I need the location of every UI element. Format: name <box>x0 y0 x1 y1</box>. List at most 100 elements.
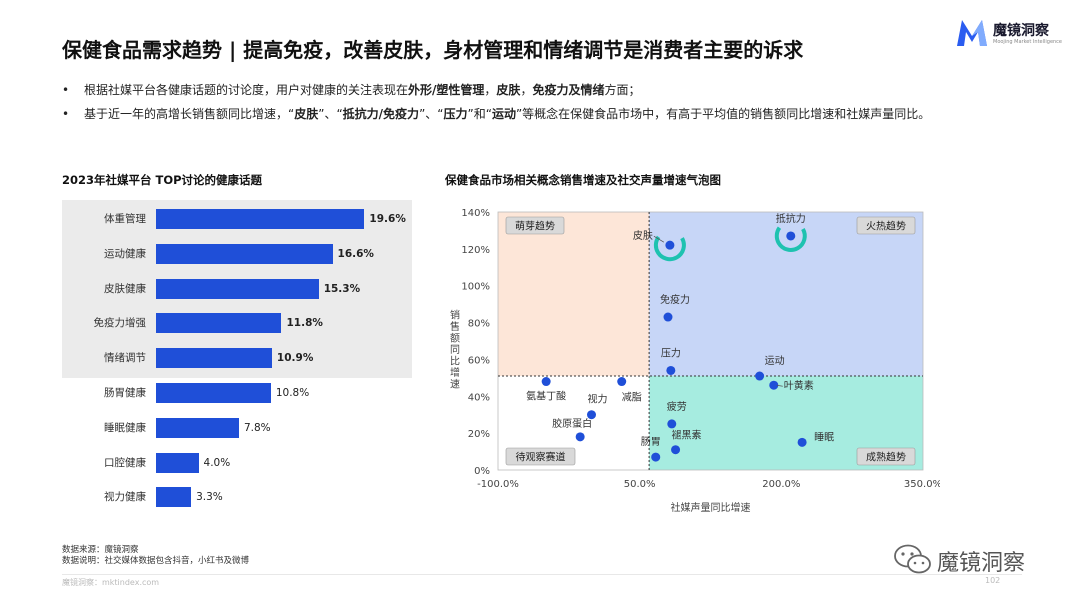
scatter-point <box>663 312 673 322</box>
bar-mark <box>156 209 365 229</box>
bar-mark <box>156 348 272 369</box>
source-text: 数据来源：魔镜洞察 <box>62 545 139 555</box>
bullet-item: • 基于近一年的高增长销售额同比增速，“皮肤”、“抵抗力/免疫力”、“压力”和“运… <box>62 104 1052 124</box>
wechat-name: 魔镜洞察 <box>937 551 1026 576</box>
bullet-text: ”、“ <box>318 107 343 121</box>
y-tick-label: 60% <box>468 355 490 366</box>
scatter-point <box>575 432 585 442</box>
point-label: 胶原蛋白 <box>552 417 592 430</box>
wechat-icon <box>894 544 931 574</box>
bar-value-label: 3.3% <box>196 491 223 504</box>
bar-category-label: 免疫力增强 <box>93 317 147 330</box>
y-tick-label: 120% <box>461 245 490 256</box>
bar-mark <box>156 487 192 508</box>
logo-mark-icon <box>957 20 987 46</box>
quadrant-tag-box <box>856 216 916 235</box>
bullet-emphasis: 运动 <box>491 107 516 121</box>
bullet-text: ”等概念在保健食品市场中，有高于平均值的销售额同比增速和社媒声量同比。 <box>515 107 931 121</box>
highlight-ring <box>653 229 686 262</box>
bullet-text: ， <box>520 83 533 97</box>
bullet-text: 根据社媒平台各健康话题的讨论度，用户对健康的关注表现在 <box>84 83 409 97</box>
bar-value-label: 4.0% <box>203 456 231 469</box>
bullet-emphasis: 压力 <box>443 107 468 121</box>
bar-category-label: 睡眠健康 <box>104 421 146 434</box>
scatter-point <box>667 419 677 429</box>
bar-category-label: 运动健康 <box>104 247 146 260</box>
quadrant-tag-label: 萌芽趋势 <box>515 220 555 233</box>
bar-value-label: 7.8% <box>243 421 271 434</box>
bullet-emphasis: 抵抗力/免疫力 <box>342 107 420 121</box>
scatter-point <box>665 240 675 250</box>
scatter-point <box>617 377 627 387</box>
label-leader-line <box>653 235 665 243</box>
bar-category-label: 情绪调节 <box>104 352 146 365</box>
bar-value-label: 16.6% <box>337 247 374 260</box>
point-label: 氨基丁酸 <box>526 390 566 403</box>
scatter-point <box>797 437 807 447</box>
scatter-point <box>786 231 796 241</box>
bar-value-label: 15.3% <box>323 282 361 295</box>
logo-name: 魔镜洞察 <box>993 23 1049 39</box>
bar-mark <box>156 417 239 438</box>
bullet-text: 方面； <box>604 83 641 97</box>
point-label: 抵抗力 <box>776 212 806 225</box>
quadrant-tag-box <box>505 216 565 235</box>
bullet-text: ”、“ <box>419 107 444 121</box>
quadrant-tag-box <box>856 447 916 466</box>
bullet-emphasis: 外形/塑性管理 <box>408 83 485 97</box>
bullet-text: ， <box>484 83 497 97</box>
bullet-marker: • <box>62 107 70 121</box>
bullet-marker: • <box>62 83 70 97</box>
y-axis-title: 销售额同比增速 <box>450 309 460 391</box>
wechat-watermark: 魔镜洞察 <box>893 540 1063 580</box>
bar-value-label: 19.6% <box>369 213 406 225</box>
bar-value-label: 10.9% <box>276 352 314 365</box>
footer-brand: 魔镜洞察：mktindex.com <box>62 578 160 587</box>
scatter-point <box>587 410 596 420</box>
bullet-emphasis: 皮肤 <box>294 107 319 121</box>
y-tick-label: 80% <box>468 319 490 330</box>
x-axis-title: 社媒声量同比增速 <box>671 501 751 514</box>
bar-mark <box>156 278 319 299</box>
y-tick-label: 40% <box>468 392 490 403</box>
point-label: 免疫力 <box>660 293 690 306</box>
quadrant-top-right <box>649 212 923 377</box>
y-tick-label: 100% <box>461 282 490 293</box>
x-tick-label: 350.0% <box>904 479 940 490</box>
label-leader-line <box>776 384 783 387</box>
y-tick-label: 20% <box>468 429 490 440</box>
quadrant-top-left <box>498 212 650 377</box>
bar-category-label: 体重管理 <box>104 213 146 225</box>
bullet-text: 基于近一年的高增长销售额同比增速，“ <box>84 107 295 121</box>
plot-frame <box>497 211 924 471</box>
x-tick-label: 50.0% <box>624 479 656 490</box>
note-text: 数据说明：社交媒体数据包含抖音，小红书及微博 <box>62 556 250 566</box>
point-label: 运动 <box>765 355 785 367</box>
scatter-point <box>769 380 779 390</box>
logo-tagline: Moojing Market Intelligence <box>993 39 1063 45</box>
bar-category-label: 视力健康 <box>104 491 146 504</box>
scatter-point <box>541 377 551 387</box>
point-label: 肠胃 <box>641 436 661 448</box>
bullet-text: ”和“ <box>467 107 492 121</box>
x-tick-label: -100.0% <box>477 479 519 490</box>
quadrant-tag-label: 成熟趋势 <box>866 451 906 464</box>
footer-divider <box>62 574 1022 575</box>
point-label: 褪黑素 <box>672 429 702 442</box>
scatter-point <box>671 445 681 455</box>
point-label: 疲劳 <box>667 400 687 413</box>
point-label: 叶黄素 <box>784 379 814 392</box>
bar-category-label: 皮肤健康 <box>104 282 146 295</box>
point-label: 皮肤 <box>633 229 653 242</box>
point-label: 视力 <box>588 393 608 406</box>
footer-source: 数据来源：魔镜洞察 数据说明：社交媒体数据包含抖音，小红书及微博 <box>62 545 249 567</box>
bar-mark <box>156 452 199 473</box>
y-tick-label: 140% <box>461 208 490 219</box>
quadrant-tag-label: 待观察赛道 <box>516 451 566 464</box>
point-label: 睡眠 <box>814 430 834 443</box>
bubble-chart-title: 保健食品市场相关概念销售增速及社交声量增速气泡图 <box>445 173 721 187</box>
bar-category-label: 肠胃健康 <box>104 387 146 399</box>
page-number: 102 <box>985 576 1001 585</box>
y-tick-label: 0% <box>474 466 490 477</box>
